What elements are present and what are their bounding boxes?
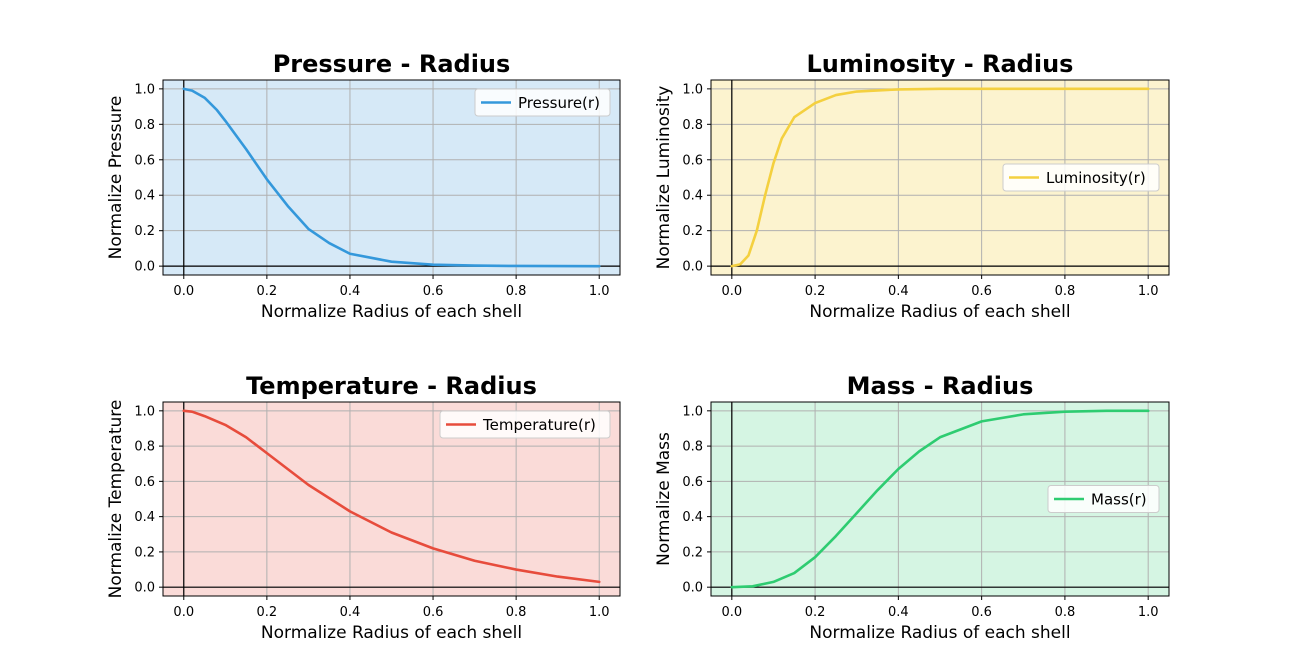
x-tick-label: 0.6 (971, 284, 992, 299)
y-tick-label: 0.4 (682, 510, 703, 525)
chart-title: Pressure - Radius (273, 50, 511, 78)
series-line-mass (730, 409, 1150, 589)
chart-panel-temperature: 0.0 0.2 0.4 0.6 0.8 1.0 0.0 0.2 0.4 0.6 0.8 1.0 Temp… (106, 372, 621, 643)
y-tick-label: 0.4 (134, 189, 155, 204)
legend: Mass(r) (1047, 485, 1160, 513)
x-tick-label: 0.0 (173, 605, 194, 620)
x-axis-label: Normalize Radius of each shell (261, 623, 522, 643)
x-tick-label: 0.8 (1055, 284, 1076, 299)
chart-title: Mass - Radius (847, 372, 1034, 400)
y-tick-label: 0.6 (682, 475, 703, 490)
y-tick-label: 0.8 (682, 118, 703, 133)
y-tick-label: 0.2 (682, 224, 703, 239)
x-tick-label: 1.0 (589, 605, 610, 620)
legend: Temperature(r) (439, 410, 611, 439)
legend-entry: Temperature(r) (482, 416, 596, 434)
y-axis-label: Normalize Luminosity (654, 86, 674, 270)
x-axis-label: Normalize Radius of each shell (809, 623, 1070, 643)
y-tick-label: 0.4 (682, 189, 703, 204)
x-axis-label: Normalize Radius of each shell (261, 302, 522, 322)
y-axis-label: Normalize Pressure (106, 96, 126, 260)
y-tick-label: 0.0 (682, 581, 703, 596)
legend-box (439, 410, 611, 439)
x-tick-label: 0.2 (805, 284, 826, 299)
x-tick-label: 0.6 (423, 284, 444, 299)
x-tick-label: 0.0 (721, 605, 742, 620)
chart-title: Temperature - Radius (246, 372, 537, 400)
chart-panel-luminosity: 0.0 0.2 0.4 0.6 0.8 1.0 0.0 0.2 0.4 0.6 0.8 1.0 Lumi… (654, 50, 1170, 322)
plot-frame (710, 79, 1170, 276)
legend-box (1002, 163, 1160, 192)
legend: Luminosity(r) (1002, 163, 1160, 192)
x-tick-label: 0.8 (1055, 605, 1076, 620)
x-tick-label: 0.4 (888, 605, 909, 620)
y-tick-label: 0.6 (134, 153, 155, 168)
legend-entry: Luminosity(r) (1046, 169, 1146, 187)
y-tick-label: 0.6 (682, 153, 703, 168)
x-tick-label: 0.4 (340, 284, 361, 299)
x-tick-label: 0.2 (257, 605, 278, 620)
y-tick-label: 1.0 (134, 82, 155, 97)
x-tick-label: 0.0 (721, 284, 742, 299)
x-tick-label: 0.2 (257, 284, 278, 299)
plot-frame (162, 401, 621, 597)
y-tick-label: 0.2 (134, 224, 155, 239)
chart-panel-mass: 0.0 0.2 0.4 0.6 0.8 1.0 0.0 0.2 0.4 0.6 0.8 1.0 Mass… (654, 372, 1170, 643)
plot-frame (162, 79, 621, 276)
series-line-pressure (182, 87, 601, 268)
x-tick-label: 0.0 (173, 284, 194, 299)
y-tick-label: 1.0 (682, 404, 703, 419)
chart-title: Luminosity - Radius (807, 50, 1074, 78)
y-tick-label: 0.4 (134, 510, 155, 525)
x-tick-label: 0.4 (888, 284, 909, 299)
series-line-temperature (182, 409, 601, 584)
y-tick-label: 0.6 (134, 475, 155, 490)
x-tick-label: 0.8 (506, 284, 527, 299)
legend-entry: Mass(r) (1091, 491, 1147, 509)
x-tick-label: 1.0 (589, 284, 610, 299)
chart-panel-pressure: 0.0 0.2 0.4 0.6 0.8 1.0 0.0 0.2 0.4 0.6 0.8 1.0 Pres… (106, 50, 621, 322)
x-tick-label: 0.6 (423, 605, 444, 620)
y-tick-label: 0.2 (134, 545, 155, 560)
legend-box (474, 88, 611, 117)
legend: Pressure(r) (474, 88, 611, 117)
x-tick-label: 0.4 (340, 605, 361, 620)
x-axis-label: Normalize Radius of each shell (809, 302, 1070, 322)
y-tick-label: 0.0 (682, 260, 703, 275)
x-tick-label: 1.0 (1138, 284, 1159, 299)
y-tick-label: 0.8 (682, 440, 703, 455)
x-tick-label: 0.6 (971, 605, 992, 620)
x-tick-label: 1.0 (1138, 605, 1159, 620)
y-tick-label: 1.0 (682, 82, 703, 97)
y-tick-label: 0.2 (682, 545, 703, 560)
y-tick-label: 0.0 (134, 260, 155, 275)
x-tick-label: 0.8 (506, 605, 527, 620)
y-axis-label: Normalize Mass (654, 432, 674, 566)
plot-frame (710, 401, 1170, 597)
y-axis-label: Normalize Temperature (106, 400, 126, 599)
legend-box (1047, 485, 1160, 513)
y-tick-label: 0.0 (134, 581, 155, 596)
legend-entry: Pressure(r) (518, 94, 600, 112)
y-tick-label: 0.8 (134, 440, 155, 455)
x-tick-label: 0.2 (805, 605, 826, 620)
series-line-luminosity (730, 87, 1150, 268)
y-tick-label: 0.8 (134, 118, 155, 133)
y-tick-label: 1.0 (134, 404, 155, 419)
